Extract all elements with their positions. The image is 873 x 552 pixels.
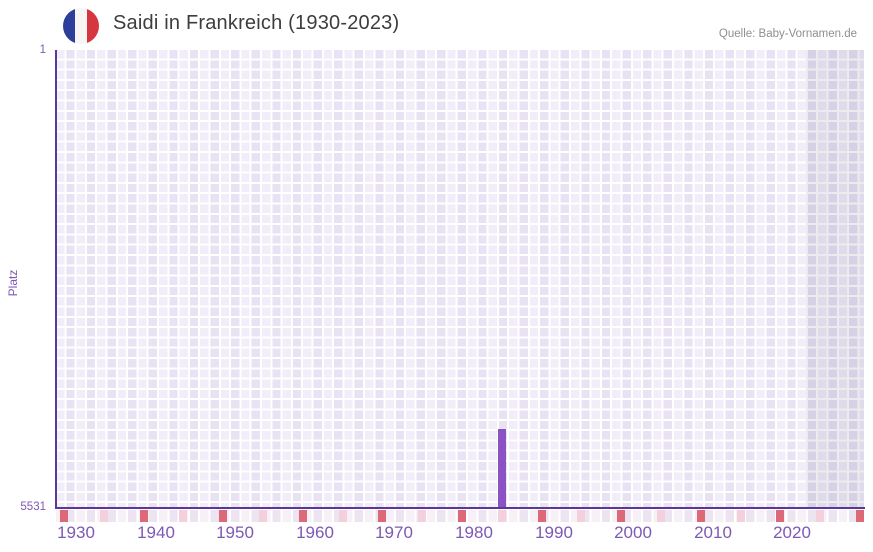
flag-red-stripe [87, 8, 99, 44]
x-axis-label-1970: 1970 [375, 523, 413, 542]
source-credit: Quelle: Baby-Vornamen.de [718, 28, 857, 40]
x-axis-label-1940: 1940 [137, 523, 175, 542]
minor-tick-1935 [100, 510, 108, 522]
x-axis-label-1980: 1980 [455, 523, 493, 542]
minor-tick-1955 [259, 510, 267, 522]
x-axis-label-1930: 1930 [57, 523, 95, 542]
y-axis-min-label: 5531 [20, 501, 46, 513]
major-tick-2000 [617, 510, 625, 522]
france-flag-icon [63, 8, 99, 44]
x-axis-label-2020: 2020 [773, 523, 811, 542]
major-tick-1960 [299, 510, 307, 522]
major-tick-1940 [140, 510, 148, 522]
y-axis-title: Platz [6, 269, 20, 297]
major-tick-1930 [60, 510, 68, 522]
rank-bar-1985[interactable] [498, 429, 506, 507]
flag-white-stripe [75, 8, 87, 44]
x-axis-label-1950: 1950 [216, 523, 254, 542]
major-tick-1950 [219, 510, 227, 522]
minor-tick-2025 [816, 510, 824, 522]
major-tick-1990 [538, 510, 546, 522]
y-axis-max-label: 1 [39, 44, 46, 56]
y-axis-line [55, 50, 57, 509]
major-tick-2030 [856, 510, 864, 522]
minor-tick-1965 [339, 510, 347, 522]
minor-tick-1975 [418, 510, 426, 522]
x-axis-label-1990: 1990 [535, 523, 573, 542]
future-no-data-band [806, 50, 864, 507]
x-axis-line [55, 507, 865, 509]
minor-tick-1995 [577, 510, 585, 522]
x-tick-strip [56, 510, 864, 522]
minor-tick-2015 [737, 510, 745, 522]
flag-blue-stripe [63, 8, 75, 44]
minor-tick-1945 [179, 510, 187, 522]
major-tick-2010 [697, 510, 705, 522]
x-axis-label-2010: 2010 [694, 523, 732, 542]
plot-area[interactable] [56, 50, 864, 507]
major-tick-2020 [776, 510, 784, 522]
x-axis-label-1960: 1960 [296, 523, 334, 542]
minor-tick-1985 [498, 510, 506, 522]
major-tick-1970 [378, 510, 386, 522]
x-axis-label-2000: 2000 [614, 523, 652, 542]
chart-title: Saidi in Frankreich (1930-2023) [113, 12, 400, 34]
minor-tick-2005 [657, 510, 665, 522]
major-tick-1980 [458, 510, 466, 522]
